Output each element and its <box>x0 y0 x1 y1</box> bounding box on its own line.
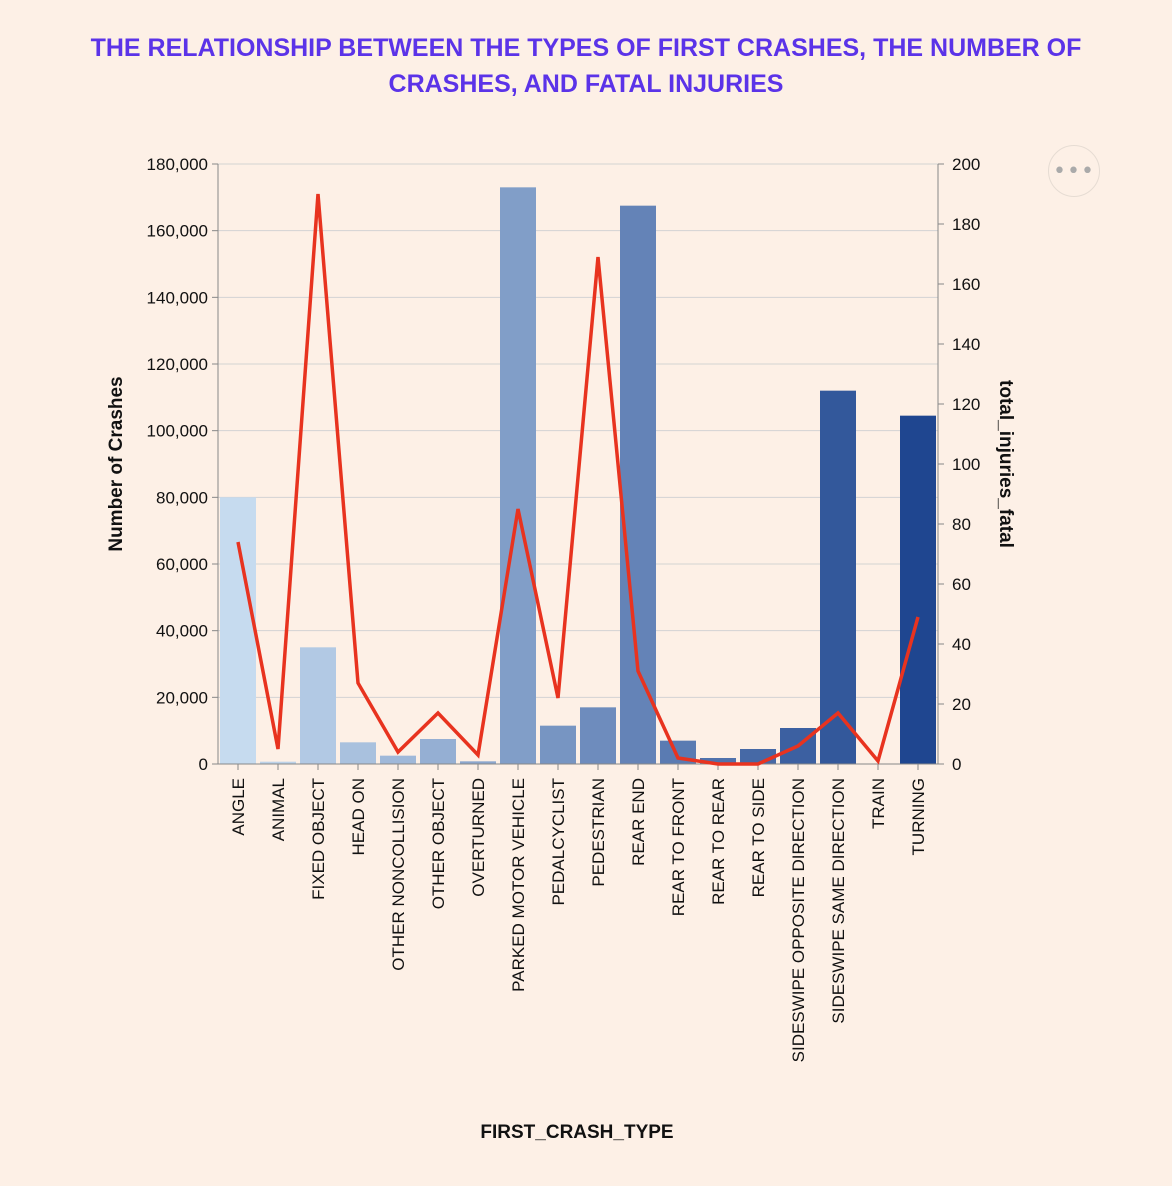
y2-tick-label: 140 <box>952 335 980 354</box>
y2-tick-label: 20 <box>952 695 971 714</box>
ellipsis-icon: ••• <box>1053 158 1095 184</box>
bar <box>620 205 656 764</box>
x-tick-label: TURNING <box>909 778 928 855</box>
bar <box>260 761 296 764</box>
y2-tick-label: 0 <box>952 755 961 774</box>
bar <box>460 761 496 764</box>
x-tick-label: OVERTURNED <box>469 778 488 897</box>
x-tick-label: FIXED OBJECT <box>309 778 328 900</box>
x-axis-title: FIRST_CRASH_TYPE <box>480 1122 673 1143</box>
x-tick-label: PEDESTRIAN <box>589 778 608 887</box>
x-tick-label: OTHER NONCOLLISION <box>389 778 408 971</box>
bar <box>500 187 536 765</box>
bar <box>300 647 336 764</box>
bar <box>220 497 256 764</box>
y-tick-label: 20,000 <box>156 688 208 707</box>
x-tick-label: REAR TO REAR <box>709 778 728 905</box>
chart-title: THE RELATIONSHIP BETWEEN THE TYPES OF FI… <box>0 30 1172 102</box>
x-tick-label: ANIMAL <box>269 778 288 841</box>
y-tick-label: 100,000 <box>147 422 208 441</box>
fatal-injuries-line <box>236 193 920 766</box>
y2-tick-label: 180 <box>952 215 980 234</box>
y-tick-label: 120,000 <box>147 355 208 374</box>
y-tick-label: 160,000 <box>147 222 208 241</box>
y-tick-label: 80,000 <box>156 488 208 507</box>
y2-tick-label: 160 <box>952 275 980 294</box>
y-tick-label: 60,000 <box>156 555 208 574</box>
x-tick-label: OTHER OBJECT <box>429 778 448 909</box>
bar <box>700 758 736 764</box>
y2-tick-label: 40 <box>952 635 971 654</box>
bar <box>820 390 856 764</box>
y-tick-label: 40,000 <box>156 622 208 641</box>
y-axis-title: Number of Crashes <box>106 376 127 551</box>
y2-tick-label: 100 <box>952 455 980 474</box>
x-tick-label: REAR END <box>629 778 648 866</box>
chart-title-line-1: THE RELATIONSHIP BETWEEN THE TYPES OF FI… <box>90 34 1082 62</box>
bar <box>900 415 936 764</box>
x-tick-label: TRAIN <box>869 778 888 829</box>
y2-axis-title: total_injuries_fatal <box>995 380 1016 548</box>
y2-tick-label: 120 <box>952 395 980 414</box>
y-tick-label: 140,000 <box>147 288 208 307</box>
x-tick-label: ANGLE <box>229 778 248 836</box>
y-tick-label: 180,000 <box>147 155 208 174</box>
bar <box>420 739 456 764</box>
x-tick-label: SIDESWIPE SAME DIRECTION <box>829 778 848 1024</box>
y2-tick-label: 80 <box>952 515 971 534</box>
y2-tick-label: 200 <box>952 155 980 174</box>
bar <box>380 755 416 764</box>
x-tick-label: HEAD ON <box>349 778 368 855</box>
chart-menu-button[interactable]: ••• <box>1048 145 1100 197</box>
y2-tick-label: 60 <box>952 575 971 594</box>
y-tick-label: 0 <box>199 755 208 774</box>
bar <box>580 707 616 764</box>
x-tick-label: PEDALCYCLIST <box>549 778 568 906</box>
bar <box>340 742 376 764</box>
x-tick-label: REAR TO FRONT <box>669 778 688 916</box>
x-tick-label: REAR TO SIDE <box>749 778 768 897</box>
chart-title-line-2: CRASHES, AND FATAL INJURIES <box>388 70 784 98</box>
x-tick-label: SIDESWIPE OPPOSITE DIRECTION <box>789 778 808 1062</box>
bar <box>540 725 576 764</box>
x-tick-label: PARKED MOTOR VEHICLE <box>509 778 528 992</box>
